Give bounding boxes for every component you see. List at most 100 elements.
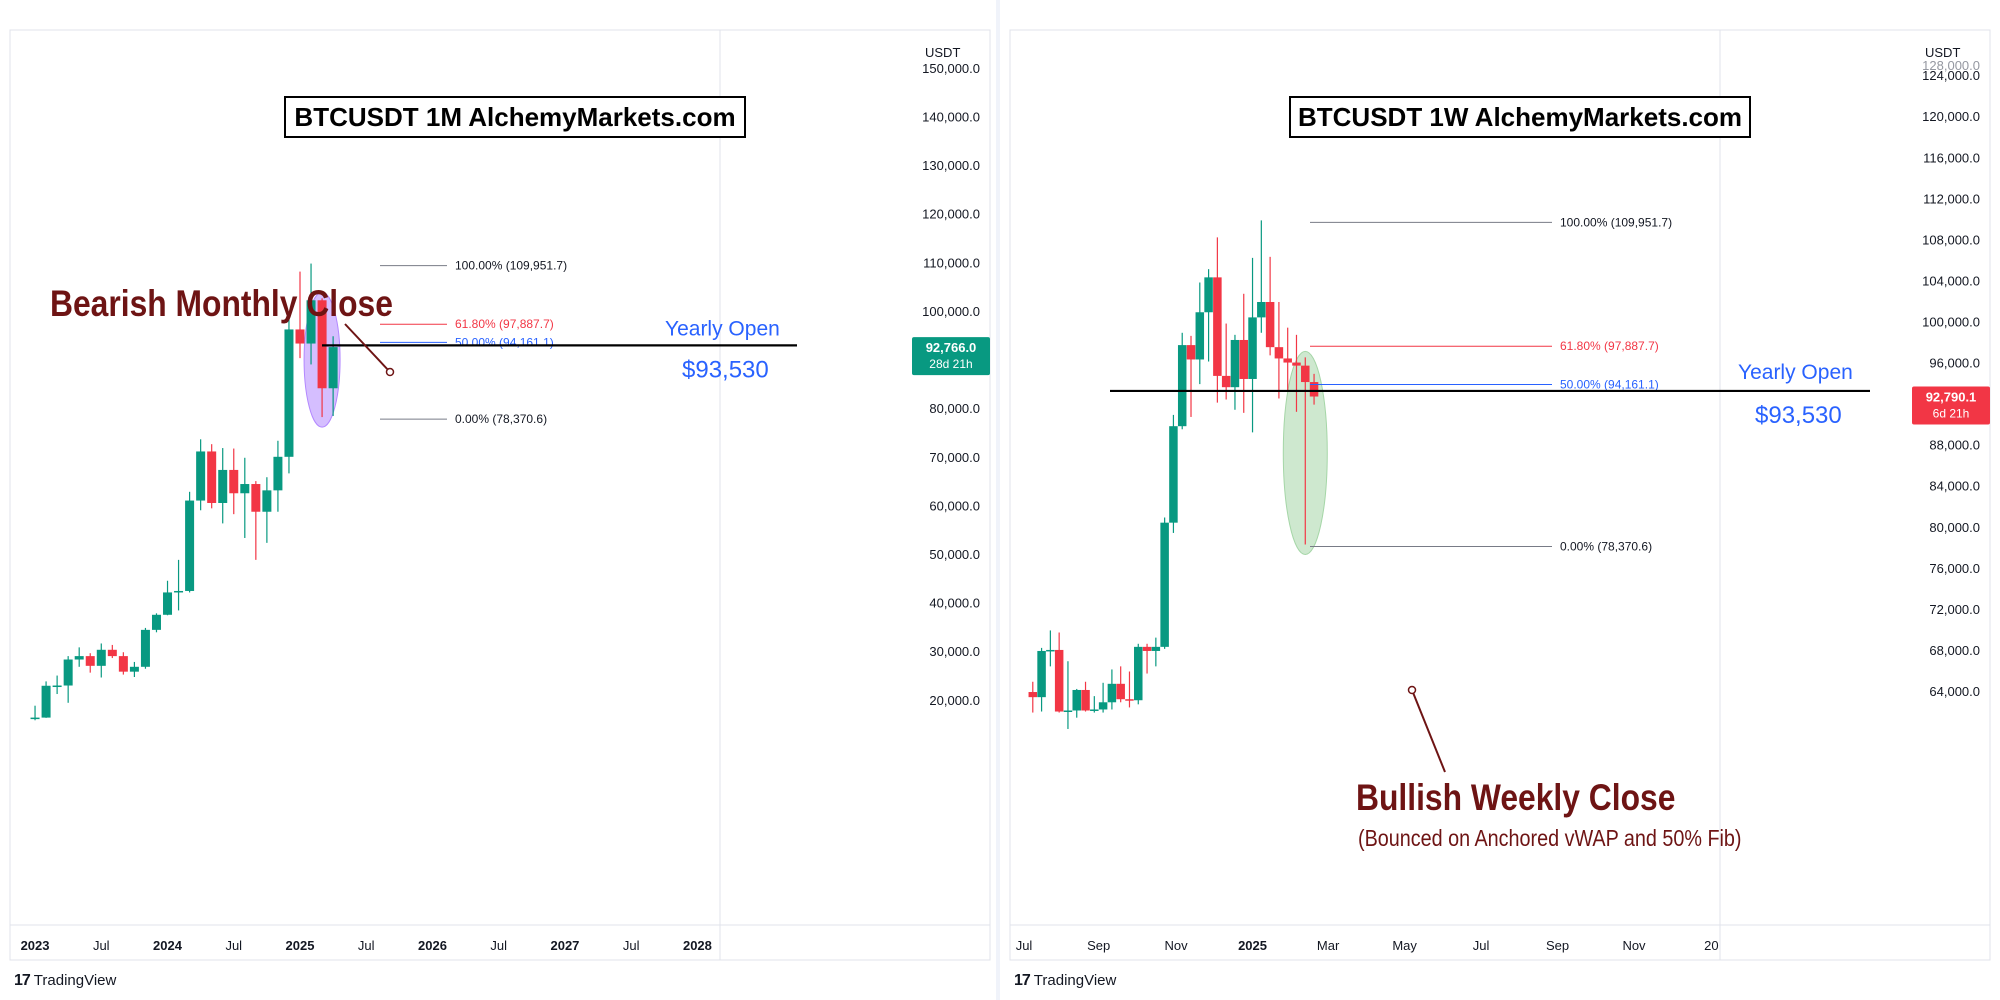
chart-title: BTCUSDT 1W AlchemyMarkets.com — [1298, 102, 1742, 132]
candle-body — [240, 484, 250, 494]
x-tick-label: Nov — [1165, 938, 1189, 953]
y-tick-label: 80,000.0 — [1929, 520, 1980, 535]
x-tick-label: Mar — [1317, 938, 1340, 953]
candle-body — [1213, 277, 1222, 376]
last-price-countdown: 28d 21h — [929, 357, 972, 371]
candle-body — [1283, 358, 1292, 363]
candle-body — [1204, 277, 1213, 313]
last-price-value: 92,766.0 — [926, 340, 977, 355]
candle-body — [1116, 683, 1125, 700]
candle-body — [1063, 710, 1073, 712]
fib-level-label: 50.00% (94,161.1) — [1560, 377, 1659, 391]
candle-body — [1301, 365, 1310, 383]
yearly-open-price: $93,530 — [682, 356, 769, 383]
yearly-open-price: $93,530 — [1755, 402, 1842, 429]
candle-body — [1292, 362, 1301, 366]
candle-body — [1081, 689, 1090, 711]
tradingview-logo: 17 TradingView — [14, 972, 117, 989]
candle-body — [1257, 301, 1266, 318]
fib-level-label: 0.00% (78,370.6) — [455, 412, 547, 426]
candle-body — [96, 649, 106, 666]
y-tick-label: 30,000.0 — [929, 644, 980, 659]
x-tick-label: Sep — [1546, 938, 1569, 953]
tradingview-logo: 17 TradingView — [1014, 972, 1117, 989]
y-tick-label: 120,000.0 — [922, 207, 980, 222]
candle-body — [306, 300, 316, 344]
left-chart-panel: USDT 20,000.0 30,000.0 40,000.0 50,000.0 60,0… — [0, 0, 1000, 1000]
y-tick-label: 70,000.0 — [929, 450, 980, 465]
right-chart-panel: USDT 64,000.0 68,000.0 72,000.0 76,000.0 80,0… — [1000, 0, 2000, 1000]
tradingview-logo-icon: 17 — [1014, 972, 1031, 989]
candle-body — [262, 490, 272, 512]
y-tick-label: 108,000.0 — [1922, 232, 1980, 247]
x-tick-label: Jul — [490, 938, 507, 953]
candle-body — [1248, 317, 1257, 379]
y-tick-label: 150,000.0 — [922, 61, 980, 76]
annotation-title: Bullish Weekly Close — [1356, 778, 1675, 819]
candle-body — [1072, 689, 1081, 711]
y-tick-label: 68,000.0 — [1929, 643, 1980, 658]
y-tick-label: 50,000.0 — [929, 547, 980, 562]
annotation-pointer-dot — [1407, 685, 1417, 695]
y-tick-label: 60,000.0 — [929, 498, 980, 513]
monthly-chart[interactable]: USDT 20,000.0 30,000.0 40,000.0 50,000.0 60,0… — [0, 0, 1000, 1000]
yearly-open-label: Yearly Open — [665, 317, 780, 340]
last-price-tag — [1912, 386, 1990, 425]
x-tick-label: 20 — [1704, 938, 1718, 953]
y-tick-label: 20,000.0 — [929, 693, 980, 708]
x-tick-label: May — [1392, 938, 1417, 953]
fib-level-label: 61.80% (97,887.7) — [1560, 339, 1659, 353]
candle-body — [229, 469, 239, 494]
candle-body — [74, 656, 84, 660]
candle-body — [328, 347, 338, 389]
candle-body — [1169, 426, 1178, 523]
candle-body — [1054, 649, 1064, 712]
weekly-chart[interactable]: USDT 64,000.0 68,000.0 72,000.0 76,000.0 80,0… — [1000, 0, 2000, 1000]
fib-level-label: 100.00% (109,951.7) — [1560, 215, 1672, 229]
y-tick-label: 112,000.0 — [1923, 191, 1980, 206]
candle-body — [317, 300, 327, 389]
x-tick-label: Jul — [1016, 938, 1033, 953]
candle-body — [1230, 339, 1240, 388]
y-tick-label: 96,000.0 — [1929, 356, 1980, 371]
y-tick-label: 104,000.0 — [1922, 273, 1980, 288]
y-tick-label: 140,000.0 — [922, 110, 980, 125]
candle-body — [129, 666, 139, 672]
y-tick-label-clipped: 128,000.0 — [1922, 58, 1980, 73]
y-tick-label: 124,000.0 — [1922, 68, 1980, 83]
candle-body — [1142, 646, 1152, 651]
annotation-pointer-line — [1411, 689, 1446, 773]
y-tick-label: 130,000.0 — [922, 158, 980, 173]
x-tick-label: Jul — [225, 938, 242, 953]
candle-body — [251, 484, 261, 512]
fib-level-label: 0.00% (78,370.6) — [1560, 540, 1652, 554]
candle-body — [1309, 382, 1319, 397]
candle-body — [284, 329, 294, 457]
chart-title-box — [1289, 96, 1751, 138]
fib-level-label: 50.00% (94,161.1) — [455, 335, 554, 349]
y-tick-label: 116,000.0 — [1923, 150, 1980, 165]
candle-body — [1151, 646, 1161, 651]
x-tick-label: Jul — [358, 938, 375, 953]
candle-body — [52, 685, 62, 688]
candle-body — [185, 500, 195, 591]
yearly-open-label: Yearly Open — [1738, 361, 1853, 384]
annotation-pointer-line — [344, 323, 391, 373]
annotation-subtitle: (Bounced on Anchored vWAP and 50% Fib) — [1358, 826, 1742, 852]
x-tick-label: Jul — [623, 938, 640, 953]
candle-body — [1186, 345, 1196, 360]
currency-label: USDT — [925, 45, 960, 60]
candle-body — [1265, 301, 1275, 348]
candle-body — [151, 614, 161, 630]
y-tick-label: 84,000.0 — [1929, 479, 1980, 494]
y-tick-label: 64,000.0 — [1929, 684, 1980, 699]
candle-body — [1177, 345, 1187, 427]
x-tick-label: Jul — [1473, 938, 1490, 953]
candle-body — [1028, 692, 1038, 698]
candle-body — [1160, 522, 1169, 647]
candle-body — [107, 649, 117, 657]
x-tick-label: 2026 — [418, 938, 447, 953]
candle-body — [1098, 702, 1108, 710]
y-tick-label: 76,000.0 — [1929, 561, 1980, 576]
candle-body — [1046, 649, 1055, 652]
